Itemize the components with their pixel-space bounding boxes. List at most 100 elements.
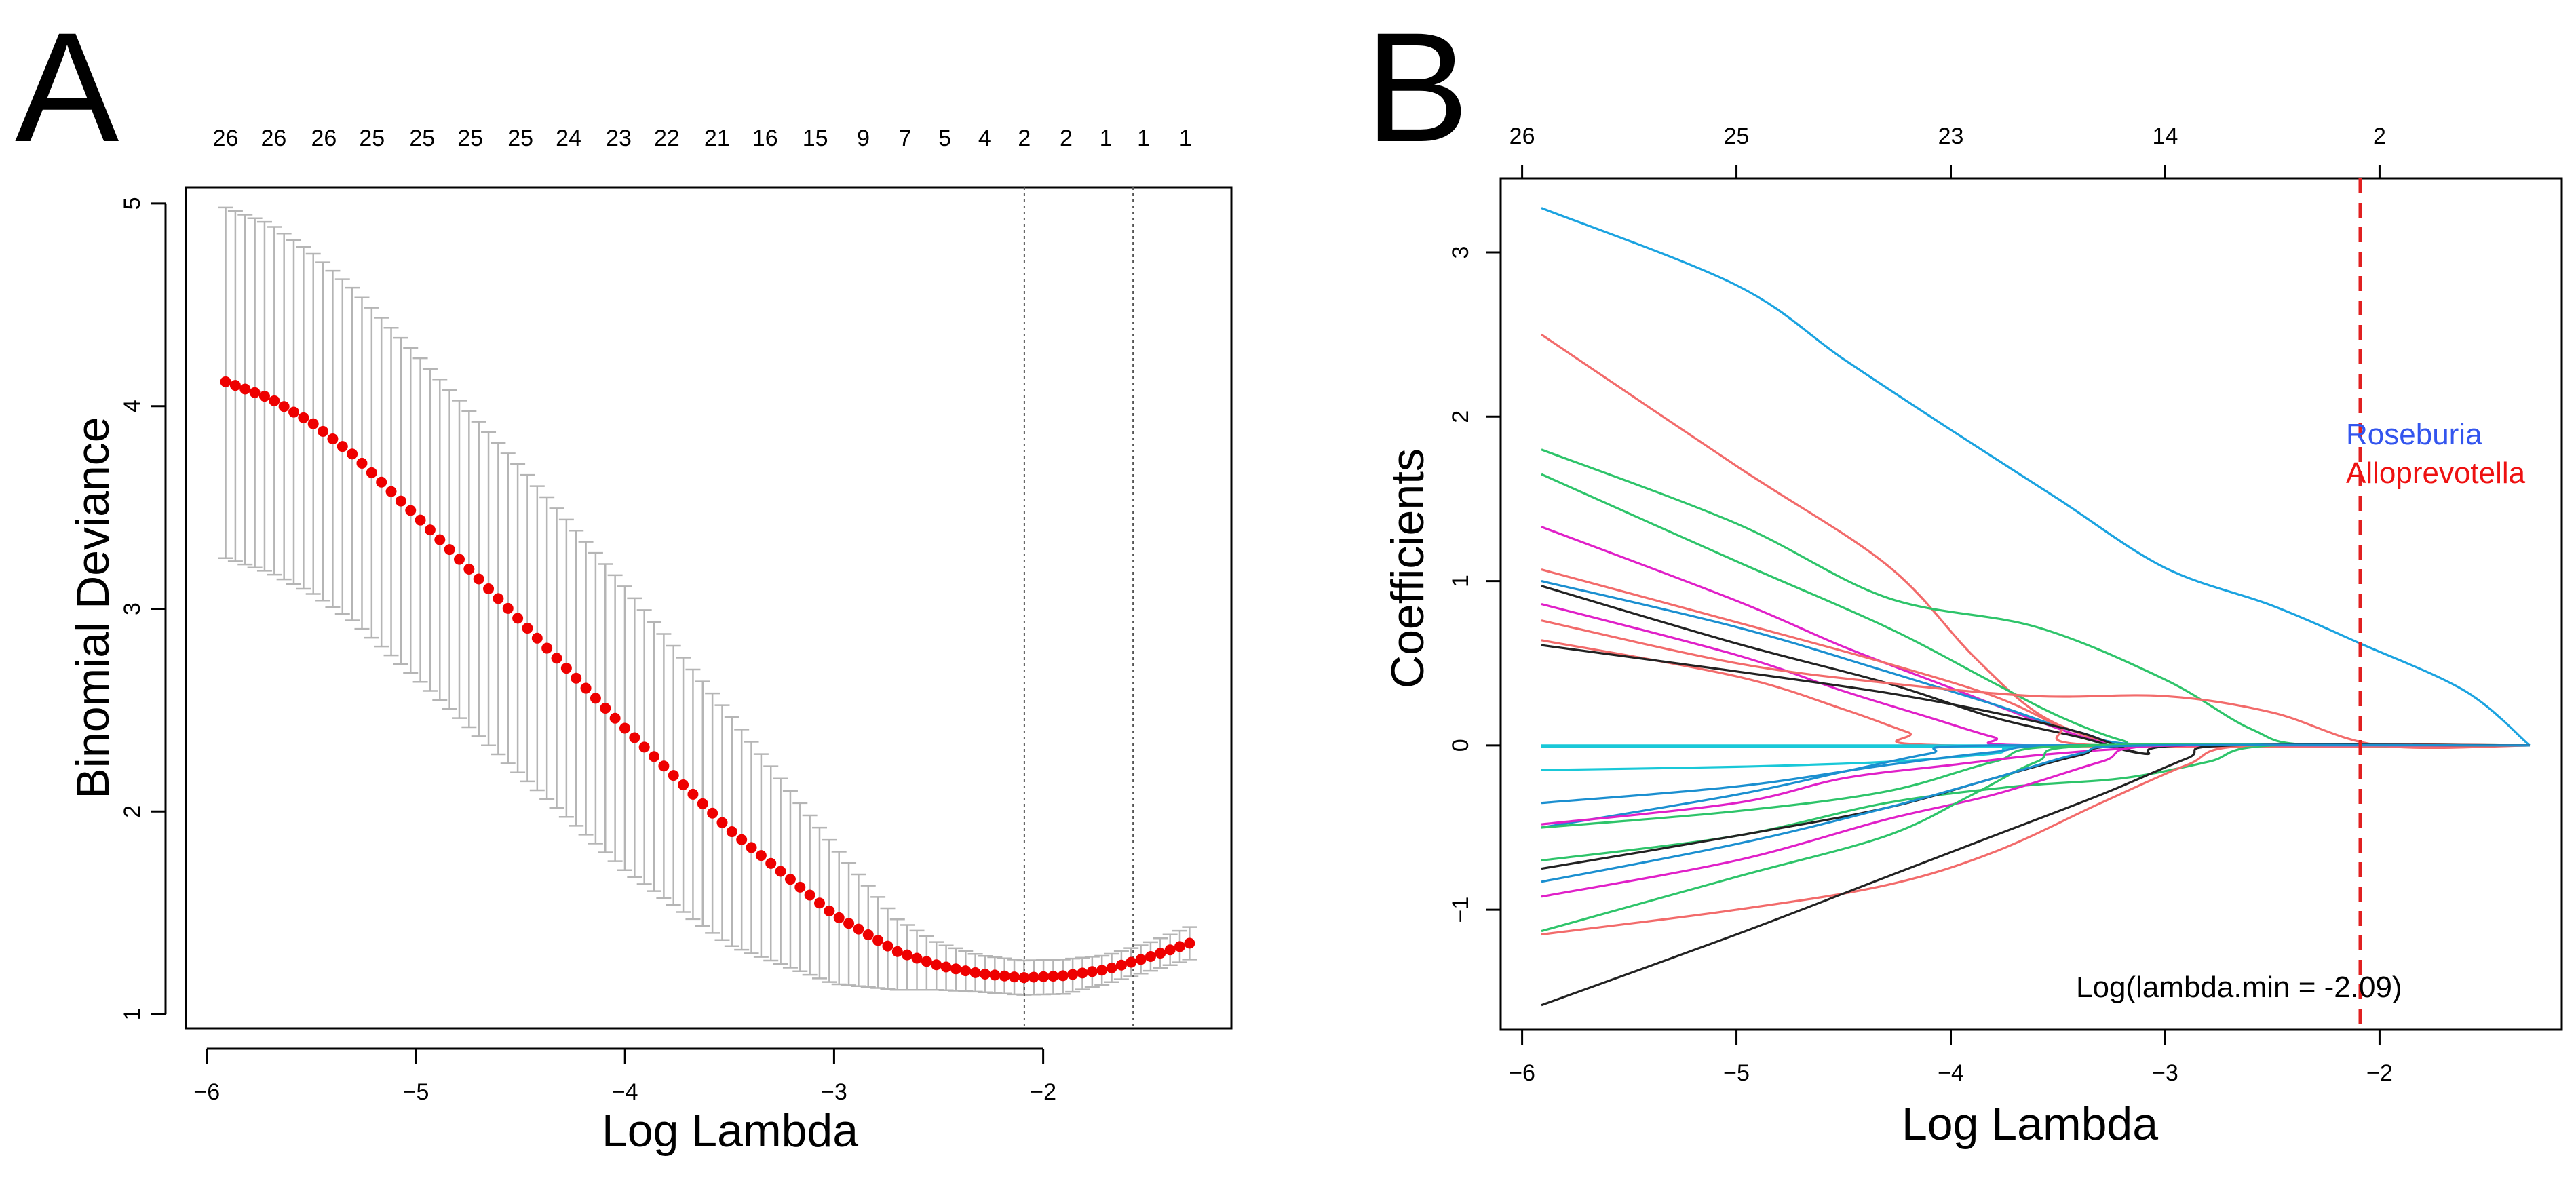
- panel-a-point: [678, 779, 689, 791]
- panel-a-point: [1135, 954, 1147, 965]
- panel-a-top-label: 26: [261, 125, 287, 151]
- panel-a-point: [288, 406, 300, 418]
- panel-a-point: [853, 923, 864, 935]
- panel-a-point: [473, 573, 484, 585]
- panel-a-point: [999, 970, 1010, 982]
- panel-a-point: [269, 395, 280, 406]
- panel-a-point: [629, 732, 640, 743]
- panel-a-point: [327, 433, 339, 445]
- panel-a-point: [220, 376, 231, 387]
- panel-a-point: [1009, 971, 1020, 983]
- panel-b-top-label: 25: [1724, 123, 1750, 149]
- panel-a-y-tick-label: 5: [119, 197, 145, 210]
- coefficient-path: [1541, 207, 2531, 747]
- panel-a-points: [220, 376, 1195, 984]
- panel-a-point: [1155, 948, 1166, 959]
- panel-a-point: [804, 889, 815, 901]
- panel-a-point: [463, 564, 475, 575]
- lambda-min-annotation: Log(lambda.min = -2.09): [2076, 971, 2402, 1004]
- panel-a-top-label: 21: [704, 125, 730, 151]
- panel-a-point: [337, 441, 348, 452]
- coefficient-path: [1541, 743, 2530, 829]
- panel-a-x-tick-label: −4: [612, 1079, 638, 1105]
- panel-a-plot-frame: [185, 186, 1233, 1030]
- panel-a-point: [649, 751, 660, 762]
- panel-a-point: [1184, 937, 1195, 949]
- panel-b-top-label: 23: [1938, 123, 1964, 149]
- panel-a-point: [1115, 959, 1127, 971]
- panel-a-point: [444, 544, 455, 556]
- panel-a-point: [580, 682, 592, 694]
- panel-a-point: [707, 807, 718, 819]
- panel-a-point: [1145, 950, 1156, 962]
- panel-a-lambda-lines: [1023, 187, 1134, 1028]
- panel-a-point: [658, 760, 670, 772]
- panel-a-point: [765, 857, 777, 869]
- coefficient-path: [1541, 639, 2530, 748]
- panel-a-point: [794, 881, 806, 893]
- panel-b-coefficient-paths: [1541, 207, 2531, 1007]
- panel-a-top-label: 1: [1100, 125, 1113, 151]
- panel-a-top-label: 1: [1137, 125, 1150, 151]
- panel-a-point: [560, 663, 572, 674]
- panel-a-top-label: 16: [752, 125, 778, 151]
- panel-b-letter: B: [1365, 0, 1469, 174]
- panel-a-point: [571, 672, 582, 684]
- panel-a-point: [775, 866, 786, 877]
- panel-a-y-title: Binomial Deviance: [67, 417, 119, 798]
- panel-a-point: [600, 703, 611, 714]
- panel-a-y-tick-label: 3: [119, 602, 145, 615]
- panel-a-point: [824, 905, 835, 916]
- panel-a-point: [1038, 971, 1050, 982]
- panel-a-point: [969, 967, 981, 978]
- panel-a-point: [307, 418, 319, 429]
- panel-a-top-label: 2: [1060, 125, 1073, 151]
- legend-roseburia: Roseburia: [2346, 418, 2482, 451]
- panel-b-x-tick-label: −4: [1938, 1060, 1964, 1086]
- coefficient-path: [1541, 448, 2530, 748]
- panel-a-top-label: 2: [1018, 125, 1031, 151]
- panel-a-point: [551, 653, 562, 664]
- panel-a-point: [1126, 956, 1137, 968]
- panel-a-top-label: 25: [359, 125, 385, 151]
- coefficient-path: [1541, 619, 2530, 750]
- panel-b-x-axis: −6 −5 −4 −3 −2: [1509, 1028, 2393, 1086]
- panel-a-point: [356, 457, 368, 469]
- panel-a-point: [1077, 967, 1088, 979]
- panel-a-point: [1067, 969, 1079, 980]
- panel-a-point: [366, 467, 377, 478]
- panel-a-point: [891, 946, 903, 957]
- panel-b-x-tick-label: −3: [2152, 1060, 2178, 1086]
- panel-b-y-tick-label: −1: [1448, 897, 1474, 923]
- panel-a-y-tick-label: 4: [119, 400, 145, 412]
- panel-a-point: [746, 842, 757, 853]
- panel-a-y-tick-label: 2: [119, 805, 145, 818]
- panel-a-y-axis: 1 2 3 4 5: [119, 197, 167, 1021]
- panel-a-point: [833, 912, 845, 923]
- panel-a-point: [590, 693, 601, 704]
- panel-a-point: [911, 952, 923, 964]
- panel-a-point: [453, 554, 465, 565]
- panel-a-point: [989, 969, 1001, 981]
- panel-a-top-labels: 26 26 26 25 25 25 25 24 23 22 21 16 15 9 7 5 4 2 2 1 1 1: [213, 125, 1192, 151]
- coefficient-path: [1541, 585, 2530, 755]
- panel-a-point: [415, 514, 426, 526]
- panel-a-point: [1174, 941, 1186, 952]
- panel-a-point: [921, 956, 932, 967]
- panel-a-top-label: 5: [938, 125, 951, 151]
- panel-a-x-tick-label: −2: [1030, 1079, 1056, 1105]
- panel-a-top-label: 23: [606, 125, 632, 151]
- panel-a-point: [522, 623, 533, 634]
- panel-a-point: [376, 476, 387, 488]
- panel-a-point: [638, 741, 650, 753]
- coefficient-path: [1541, 743, 2530, 933]
- panel-b-plot-frame: [1499, 177, 2563, 1031]
- panel-a-point: [1028, 971, 1039, 983]
- panel-a-letter: A: [15, 0, 119, 174]
- panel-a-point: [843, 918, 855, 929]
- panel-a-point: [531, 632, 543, 644]
- panel-a-point: [1018, 972, 1030, 984]
- coefficient-path: [1541, 602, 2530, 748]
- panel-a-point: [1047, 971, 1059, 982]
